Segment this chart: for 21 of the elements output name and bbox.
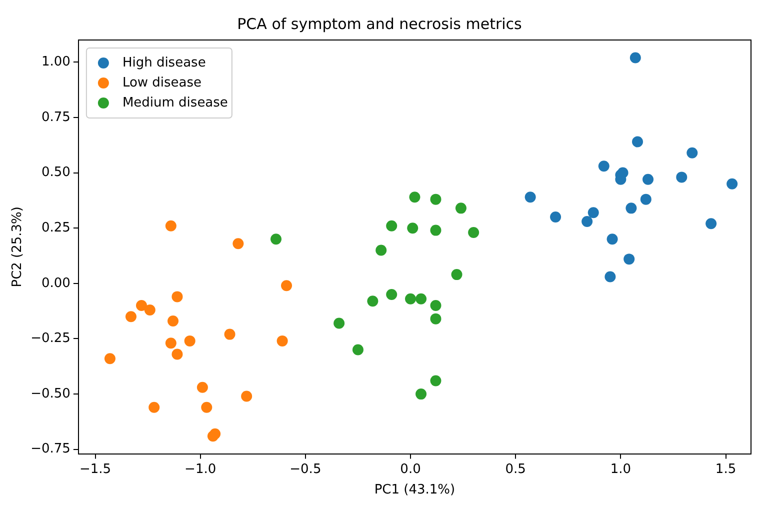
x-axis-title: PC1 (43.1%) — [374, 482, 456, 498]
y-tick-label: 0.75 — [41, 110, 70, 125]
legend-label: High disease — [122, 55, 206, 70]
x-tick-label: −1.0 — [184, 462, 216, 477]
x-tick-label: −0.5 — [290, 462, 322, 477]
chart-title: PCA of symptom and necrosis metrics — [237, 14, 522, 33]
y-tick-label: 0.00 — [41, 276, 70, 291]
y-tick-label: −0.25 — [30, 331, 70, 346]
y-tick-label: −0.75 — [30, 442, 70, 457]
y-tick-label: −0.50 — [30, 386, 70, 402]
x-tick-label: 0.0 — [400, 462, 421, 477]
x-tick-label: 1.5 — [715, 462, 736, 477]
legend-label: Medium disease — [122, 95, 228, 110]
legend-label: Low disease — [122, 75, 202, 90]
y-tick-label: 0.25 — [41, 220, 70, 236]
y-tick-label: 0.50 — [41, 165, 70, 180]
y-tick-label: 1.00 — [41, 54, 70, 70]
y-axis-title: PC2 (25.3%) — [10, 206, 26, 288]
x-tick-label: 1.0 — [610, 462, 632, 477]
x-tick-label: 0.5 — [505, 462, 526, 477]
x-tick-label: −1.5 — [79, 462, 112, 477]
